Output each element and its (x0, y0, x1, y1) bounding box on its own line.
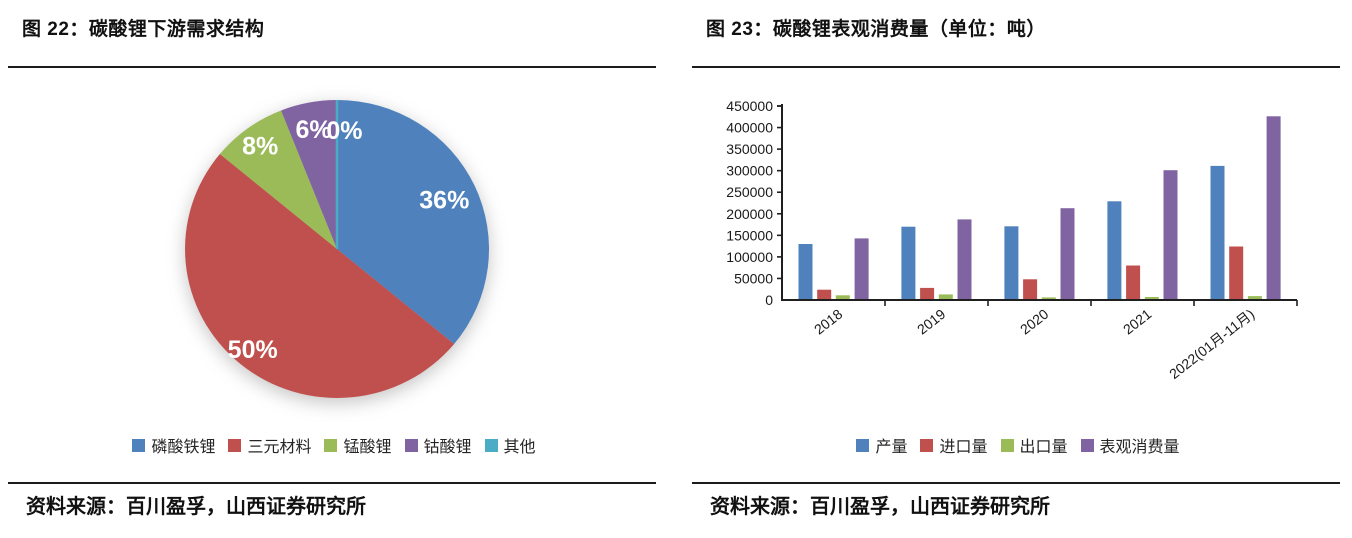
legend-label: 钴酸锂 (423, 439, 472, 456)
legend-label: 进口量 (939, 439, 988, 456)
bar-chart-area: 0 50000 100000 150000 200000 250000 300000 3500… (692, 68, 1344, 480)
bar-产量-2019 (901, 226, 916, 300)
bar-legend: 产量 进口量 出口量 表观消费量 (692, 434, 1344, 456)
bar-出口量-2021 (1144, 297, 1159, 300)
pie-legend-item-2: 锰酸锂 (324, 433, 392, 457)
figure-23-source: 资料来源：百川盈孚，山西证券研究所 (710, 496, 1050, 518)
pie-legend: 磷酸铁锂 三元材料 锰酸锂 钴酸锂 其他 (8, 434, 660, 456)
bar-出口量-2018 (835, 295, 850, 300)
bar-出口量-2020 (1041, 297, 1056, 300)
legend-swatch-icon (920, 438, 934, 452)
figure-22-title: 图 22：碳酸锂下游需求结构 (22, 19, 265, 40)
pie-data-label-0: 36% (419, 187, 469, 215)
bar-表观消费量-2018 (854, 238, 869, 300)
figure-23-title: 图 23：碳酸锂表观消费量（单位：吨） (706, 19, 1046, 40)
pie-slice-1 (185, 154, 455, 398)
x-category-label: 2018 (811, 306, 846, 338)
pie-chart-area: 36% 50% 8% 6% 0% 磷酸铁锂 三元材料 锰酸锂 钴酸锂 其他 (8, 68, 660, 480)
legend-swatch-icon (404, 438, 418, 452)
figure-22-source: 资料来源：百川盈孚，山西证券研究所 (26, 496, 366, 518)
legend-swatch-icon (132, 438, 146, 452)
bar-进口量-2019 (920, 287, 935, 300)
bar-产量-2022(01月-11月) (1210, 165, 1225, 300)
bar-进口量-2020 (1023, 279, 1038, 300)
bar-legend-item-3: 表观消费量 (1080, 433, 1180, 457)
legend-label: 产量 (875, 439, 908, 456)
pie-slice-0 (337, 100, 490, 344)
bar-legend-item-0: 产量 (856, 433, 907, 457)
bar-chart: 0 50000 100000 150000 200000 250000 300000 3500… (726, 98, 1298, 382)
y-tick-label: 150000 (726, 227, 773, 243)
bar-产量-2021 (1107, 201, 1122, 300)
legend-label: 磷酸铁锂 (151, 439, 216, 456)
y-tick-label: 350000 (726, 141, 773, 157)
pie-legend-item-0: 磷酸铁锂 (132, 433, 215, 457)
pie-data-label-1: 50% (228, 336, 278, 364)
y-tick-label: 450000 (726, 98, 773, 114)
figure-23-panel: 图 23：碳酸锂表观消费量（单位：吨） 0 50000 100000 150000 20… (692, 8, 1344, 532)
x-category-label: 2021 (1120, 306, 1155, 338)
pie-data-label-3: 6% (296, 116, 332, 144)
title-divider (8, 66, 656, 68)
bar-出口量-2019 (938, 294, 953, 300)
pie-slice-3 (281, 100, 337, 249)
bar-进口量-2018 (817, 289, 832, 300)
y-tick-label: 400000 (726, 120, 773, 136)
legend-label: 锰酸锂 (343, 439, 392, 456)
y-tick-label: 200000 (726, 206, 773, 222)
bar-legend-item-1: 进口量 (920, 433, 988, 457)
legend-swatch-icon (484, 438, 498, 452)
pie-slices (185, 100, 490, 398)
y-tick-label: 0 (765, 292, 773, 308)
y-tick-label: 300000 (726, 163, 773, 179)
x-category-label: 2022(01月-11月) (1166, 306, 1257, 382)
bar-产量-2018 (798, 244, 813, 300)
bar-legend-item-2: 出口量 (1000, 433, 1068, 457)
bar-产量-2020 (1004, 226, 1019, 300)
legend-swatch-icon (1000, 438, 1014, 452)
pie-legend-item-4: 其他 (484, 433, 536, 457)
legend-swatch-icon (324, 438, 338, 452)
bar-出口量-2022(01月-11月) (1247, 296, 1262, 300)
bar-表观消费量-2019 (957, 219, 972, 300)
legend-swatch-icon (228, 438, 242, 452)
source-divider (8, 482, 656, 484)
legend-swatch-icon (1080, 438, 1094, 452)
y-tick-label: 250000 (726, 184, 773, 200)
legend-label: 其他 (503, 439, 536, 456)
pie-slice-2 (219, 110, 337, 250)
pie-legend-item-3: 钴酸锂 (404, 433, 472, 457)
pie-data-label-4: 0% (326, 117, 362, 145)
pie-legend-item-1: 三元材料 (228, 433, 311, 457)
legend-swatch-icon (856, 438, 870, 452)
source-divider (692, 482, 1340, 484)
y-tick-label: 50000 (734, 270, 773, 286)
x-category-label: 2020 (1017, 306, 1052, 338)
x-category-label: 2019 (914, 306, 949, 338)
title-divider (692, 66, 1340, 68)
bar-表观消费量-2021 (1163, 170, 1178, 300)
bar-表观消费量-2022(01月-11月) (1266, 116, 1281, 300)
pie-data-label-2: 8% (242, 132, 278, 160)
bar-进口量-2021 (1126, 265, 1141, 300)
legend-label: 表观消费量 (1099, 439, 1180, 456)
legend-label: 出口量 (1019, 439, 1068, 456)
y-tick-label: 100000 (726, 249, 773, 265)
pie-chart: 36% 50% 8% 6%0% (185, 100, 490, 398)
figure-22-panel: 图 22：碳酸锂下游需求结构 36% 50% 8% 6% 0% 磷酸铁锂 三元材料 锰酸锂 钴… (8, 8, 660, 532)
bar-表观消费量-2020 (1060, 208, 1075, 300)
legend-label: 三元材料 (247, 439, 312, 456)
bar-进口量-2022(01月-11月) (1229, 246, 1244, 300)
